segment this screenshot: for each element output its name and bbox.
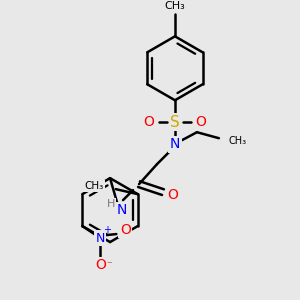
Text: O: O (120, 223, 131, 237)
Text: +: + (103, 225, 111, 235)
Text: CH₃: CH₃ (85, 181, 104, 191)
Text: N: N (170, 137, 180, 151)
Text: N: N (96, 232, 105, 244)
Text: ⁻: ⁻ (106, 260, 112, 270)
Text: O: O (196, 115, 206, 129)
Text: CH₃: CH₃ (165, 2, 185, 11)
Text: O: O (95, 258, 106, 272)
Text: O: O (144, 115, 154, 129)
Text: O: O (167, 188, 178, 202)
Text: CH₃: CH₃ (229, 136, 247, 146)
Text: N: N (117, 203, 127, 217)
Text: S: S (170, 115, 180, 130)
Text: H: H (107, 199, 115, 209)
